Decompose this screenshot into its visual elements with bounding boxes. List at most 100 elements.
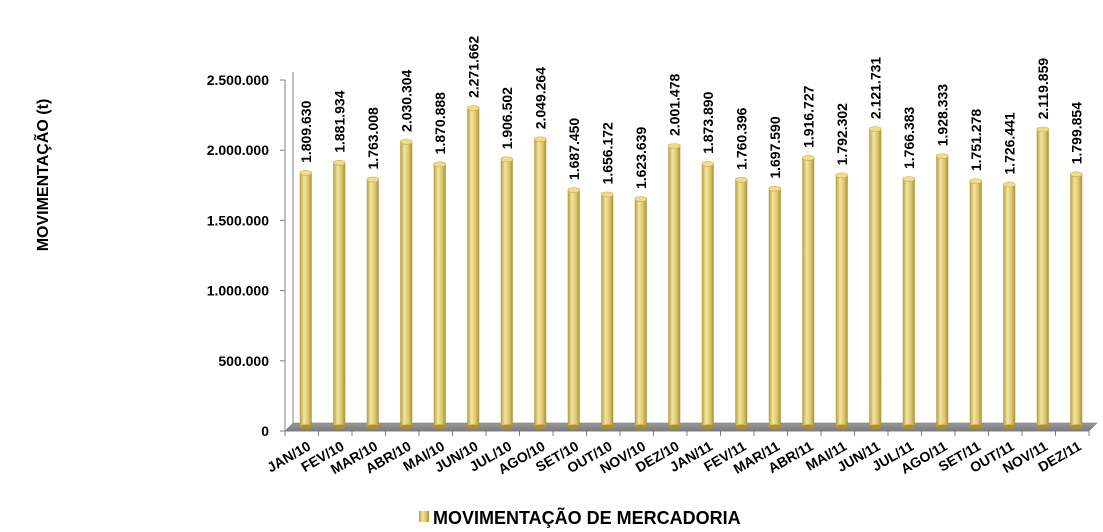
data-label: 2.001.478 bbox=[666, 73, 682, 135]
bars bbox=[299, 105, 1083, 430]
bar-body bbox=[1003, 184, 1016, 427]
bar-base bbox=[768, 424, 781, 430]
bar-base bbox=[400, 424, 413, 430]
data-labels: 1.809.630 1.881.934 1.763.008 2.030.304 1.87… bbox=[298, 36, 1085, 189]
bar-body bbox=[366, 179, 379, 427]
data-label: 1.928.333 bbox=[934, 84, 950, 146]
bar-body bbox=[634, 199, 647, 427]
bar-base bbox=[902, 424, 915, 430]
bar-base bbox=[668, 424, 681, 430]
bar-base bbox=[1003, 424, 1016, 430]
bar-base bbox=[634, 424, 647, 430]
bar-body bbox=[735, 179, 748, 427]
bar-body bbox=[400, 141, 413, 427]
y-tick-label: 1.500.000 bbox=[207, 212, 269, 228]
bar-body bbox=[802, 157, 815, 427]
bar-base bbox=[869, 424, 882, 430]
bar-body bbox=[1036, 129, 1049, 427]
bar-base bbox=[567, 424, 580, 430]
bar-body bbox=[500, 159, 513, 427]
y-tick-label: 0 bbox=[261, 423, 269, 439]
data-label: 1.766.383 bbox=[901, 107, 917, 169]
data-label: 1.870.888 bbox=[432, 92, 448, 154]
bar-cap bbox=[366, 176, 380, 183]
bar-base bbox=[1070, 424, 1083, 430]
y-tick-labels: 0 500.000 1.000.000 1.500.000 2.000.000 2.500… bbox=[207, 72, 270, 439]
bar-cap bbox=[1002, 181, 1016, 188]
y-axis-title: MOVIMENTAÇÃO (t) bbox=[32, 99, 52, 252]
bar-base bbox=[467, 424, 480, 430]
bar-base bbox=[500, 424, 513, 430]
data-label: 1.726.441 bbox=[1001, 112, 1017, 174]
data-label: 1.751.278 bbox=[968, 109, 984, 171]
data-label: 2.119.859 bbox=[1035, 58, 1051, 120]
data-label: 1.687.450 bbox=[566, 118, 582, 180]
bar-cap bbox=[868, 126, 882, 132]
bar-body bbox=[835, 175, 848, 427]
bar-base bbox=[936, 424, 949, 430]
bar-cap bbox=[701, 161, 715, 167]
bar-cap bbox=[600, 191, 614, 198]
bar-base bbox=[835, 424, 848, 430]
bar bbox=[969, 178, 983, 430]
bar-cap bbox=[399, 139, 413, 145]
bar bbox=[667, 143, 681, 430]
bar bbox=[1036, 126, 1050, 430]
bar-cap bbox=[734, 177, 748, 183]
data-label: 1.623.639 bbox=[633, 127, 649, 189]
bar-body bbox=[433, 164, 446, 427]
bar-base bbox=[601, 424, 614, 430]
data-label: 1.916.727 bbox=[800, 85, 816, 147]
data-label: 2.271.662 bbox=[465, 36, 481, 98]
bar-body bbox=[534, 139, 547, 428]
bar bbox=[935, 153, 949, 430]
data-label: 1.906.502 bbox=[499, 87, 515, 149]
bar bbox=[768, 185, 782, 430]
bar-cap bbox=[332, 159, 346, 166]
bar-base bbox=[299, 424, 312, 430]
bar-base bbox=[802, 424, 815, 430]
bar-body bbox=[768, 188, 781, 427]
bar-base bbox=[969, 424, 982, 430]
bar-body bbox=[969, 181, 982, 427]
x-tick-labels: JAN/10FEV/10MAR/10ABR/10MAI/10JUN/10JUL/… bbox=[264, 438, 1084, 478]
bar bbox=[1002, 181, 1016, 430]
y-tick-label: 500.000 bbox=[218, 353, 269, 369]
bar-cap bbox=[935, 153, 949, 160]
data-label: 1.656.172 bbox=[599, 122, 615, 184]
bar-cap bbox=[835, 172, 849, 179]
data-label: 1.763.008 bbox=[365, 107, 381, 169]
bar-base bbox=[701, 424, 714, 430]
data-label: 1.881.934 bbox=[331, 90, 347, 152]
bar-cap bbox=[1069, 171, 1083, 178]
bar-cap bbox=[768, 185, 782, 192]
bar-cap bbox=[533, 136, 547, 143]
bar-cap bbox=[433, 161, 447, 168]
data-label: 1.873.890 bbox=[700, 91, 716, 153]
bar-cap bbox=[299, 170, 313, 176]
data-label: 2.049.264 bbox=[532, 67, 548, 129]
bar-cap bbox=[634, 196, 648, 202]
bar bbox=[299, 170, 313, 430]
bar-body bbox=[567, 190, 580, 427]
bar bbox=[734, 177, 748, 430]
bar-base bbox=[433, 424, 446, 430]
bar-body bbox=[902, 178, 915, 427]
axis-layer bbox=[280, 72, 1098, 436]
bar bbox=[600, 191, 614, 430]
bar-body bbox=[1070, 174, 1083, 427]
data-label: 1.809.630 bbox=[298, 100, 314, 162]
data-label: 1.792.302 bbox=[834, 103, 850, 165]
bar-base bbox=[534, 424, 547, 430]
bar-body bbox=[299, 172, 312, 427]
bar bbox=[801, 155, 815, 430]
bar bbox=[835, 172, 849, 430]
data-label: 1.760.396 bbox=[733, 107, 749, 169]
data-label: 2.030.304 bbox=[398, 69, 414, 131]
y-tick-label: 2.000.000 bbox=[207, 142, 269, 158]
bar bbox=[332, 159, 346, 430]
bar-body bbox=[936, 156, 949, 428]
bar-base bbox=[1036, 424, 1049, 430]
bar-cap bbox=[969, 178, 983, 184]
bar-body bbox=[601, 194, 614, 427]
